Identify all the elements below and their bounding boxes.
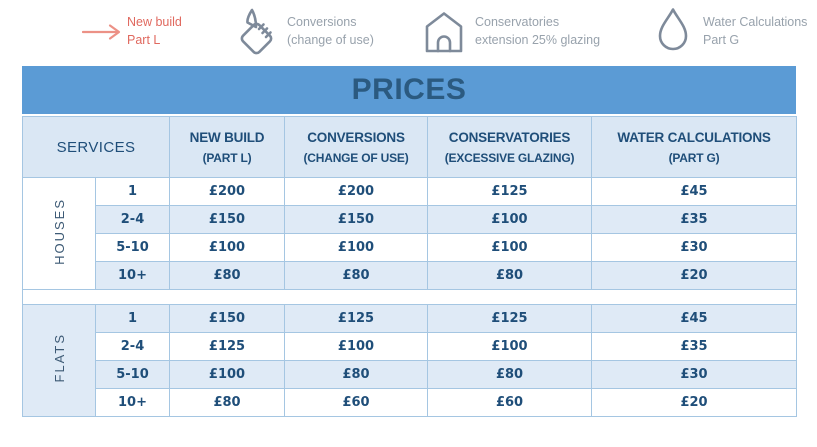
quantity-cell: 2-4: [94, 205, 171, 234]
price-cell: £20: [591, 388, 798, 417]
quantity-cell: 1: [94, 304, 171, 333]
column-header-new-build: NEW BUILD (PART L): [169, 116, 286, 178]
group-label-text: HOUSES: [51, 197, 67, 265]
group-label-flats: FLATS: [22, 304, 96, 417]
house-icon: [423, 10, 465, 54]
prices-table: SERVICES NEW BUILD (PART L) CONVERSIONS …: [21, 116, 798, 417]
legend-line: Water Calculations: [703, 15, 808, 29]
column-header-subline: (EXCESSIVE GLAZING): [444, 150, 575, 165]
column-header-subline: (PART G): [668, 150, 720, 165]
price-row: 10+ £80 £60 £60 £20: [23, 388, 798, 417]
price-cell: £100: [427, 233, 593, 262]
legend-line: Conservatories: [475, 15, 560, 29]
price-cell: £80: [169, 261, 286, 290]
quantity-cell: 1: [94, 177, 171, 206]
price-cell: £60: [284, 388, 429, 417]
quantity-cell: 2-4: [94, 332, 171, 361]
price-cell: £200: [169, 177, 286, 206]
price-row: 5-10 £100 £80 £80 £30: [23, 360, 798, 389]
price-cell: £80: [427, 261, 593, 290]
price-cell: £30: [591, 233, 798, 262]
legend-line: extension 25% glazing: [475, 33, 601, 47]
price-cell: £100: [169, 233, 286, 262]
price-row: HOUSES 1 £200 £200 £125 £45: [22, 177, 798, 290]
legend-line: New build: [127, 15, 182, 29]
column-header-subline: (PART L): [202, 150, 252, 165]
legend-label-conservatories: Conservatories extension 25% glazing: [475, 13, 600, 49]
column-header-line: WATER CALCULATIONS: [617, 129, 771, 145]
price-row: FLATS 1 £150 £125 £125 £45: [22, 304, 798, 417]
column-header-conservatories: CONSERVATORIES (EXCESSIVE GLAZING): [427, 116, 593, 178]
price-cell: £20: [591, 261, 798, 290]
price-row: 5-10 £100 £100 £100 £30: [23, 233, 798, 262]
group-spacer-row: [21, 289, 798, 305]
price-cell: £125: [427, 304, 593, 333]
price-cell: £80: [284, 261, 429, 290]
legend-line: Part L: [127, 33, 161, 47]
price-cell: £125: [169, 332, 286, 361]
column-header-line: NEW BUILD: [189, 129, 265, 145]
price-cell: £100: [284, 332, 429, 361]
quantity-cell: 5-10: [94, 233, 171, 262]
legend-label-water-calculations: Water Calculations Part G: [703, 13, 807, 49]
column-header-water-calculations: WATER CALCULATIONS (PART G): [591, 116, 798, 178]
table-header-row: SERVICES NEW BUILD (PART L) CONVERSIONS …: [21, 116, 798, 178]
price-cell: £80: [427, 360, 593, 389]
legend-label-new-build: New build Part L: [127, 13, 182, 49]
column-header-line: CONSERVATORIES: [448, 129, 571, 145]
price-cell: £200: [284, 177, 429, 206]
legend-item-water-calculations: [653, 6, 693, 58]
price-cell: £100: [427, 332, 593, 361]
price-cell: £125: [427, 177, 593, 206]
price-cell: £35: [591, 332, 798, 361]
arrow-right-icon: [82, 23, 126, 41]
price-cell: £45: [591, 304, 798, 333]
legend-label-conversions: Conversions (change of use): [287, 13, 374, 49]
price-row: 2-4 £125 £100 £100 £35: [23, 332, 798, 361]
column-header-subline: (CHANGE OF USE): [303, 150, 409, 165]
price-cell: £45: [591, 177, 798, 206]
legend-item-conversions: [231, 6, 279, 58]
page-title: PRICES: [351, 73, 467, 106]
price-cell: £150: [284, 205, 429, 234]
quantity-cell: 10+: [94, 261, 171, 290]
price-cell: £100: [169, 360, 286, 389]
price-cell: £125: [284, 304, 429, 333]
paint-bucket-icon: [231, 6, 279, 58]
column-header-line: CONVERSIONS: [307, 129, 405, 145]
price-row: 2-4 £150 £150 £100 £35: [23, 205, 798, 234]
column-header-conversions: CONVERSIONS (CHANGE OF USE): [284, 116, 429, 178]
services-header: SERVICES: [21, 116, 171, 178]
price-cell: £80: [169, 388, 286, 417]
price-cell: £150: [169, 304, 286, 333]
quantity-cell: 5-10: [94, 360, 171, 389]
price-cell: £100: [284, 233, 429, 262]
group-label-houses: HOUSES: [22, 177, 96, 290]
price-cell: £35: [591, 205, 798, 234]
legend-item-new-build: [82, 23, 126, 41]
legend-line: (change of use): [287, 33, 374, 47]
quantity-cell: 10+: [94, 388, 171, 417]
price-cell: £30: [591, 360, 798, 389]
price-cell: £80: [284, 360, 429, 389]
price-cell: £150: [169, 205, 286, 234]
price-row: 10+ £80 £80 £80 £20: [23, 261, 798, 290]
price-cell: £100: [427, 205, 593, 234]
prices-title-bar: PRICES: [22, 66, 796, 114]
legend-line: Part G: [703, 33, 740, 47]
water-drop-icon: [653, 6, 693, 58]
spacer-cell: [21, 289, 798, 305]
group-label-text: FLATS: [51, 333, 67, 383]
price-cell: £60: [427, 388, 593, 417]
legend-item-conservatories: [423, 10, 465, 54]
legend-line: Conversions: [287, 15, 357, 29]
services-legend: New build Part L Conversions (change of …: [0, 0, 817, 64]
